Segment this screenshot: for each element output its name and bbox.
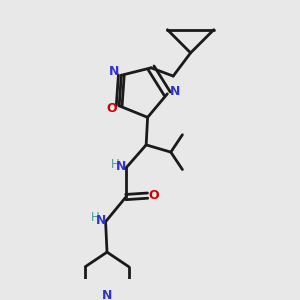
Text: N: N [96, 214, 106, 227]
Text: H: H [111, 158, 120, 171]
Text: O: O [106, 102, 117, 115]
Text: N: N [102, 289, 112, 300]
Text: H: H [91, 212, 100, 224]
Text: N: N [116, 160, 127, 173]
Text: O: O [149, 189, 159, 202]
Text: N: N [169, 85, 180, 98]
Text: N: N [109, 65, 119, 78]
